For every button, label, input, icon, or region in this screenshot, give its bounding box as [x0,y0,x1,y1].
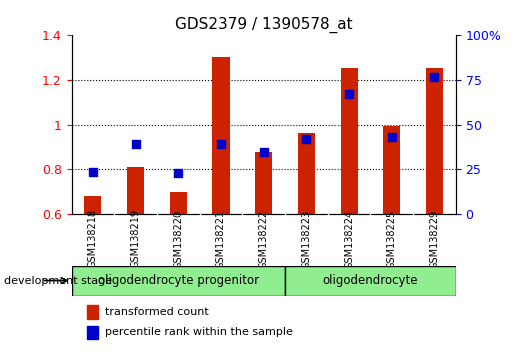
Text: GSM138224: GSM138224 [344,209,354,269]
Text: GSM138221: GSM138221 [216,209,226,269]
Point [345,91,354,96]
Bar [340,68,358,214]
Bar [72,266,285,296]
Bar [87,305,98,319]
Bar [426,68,443,214]
Text: development stage: development stage [4,276,112,286]
Text: oligodendrocyte progenitor: oligodendrocyte progenitor [98,274,259,287]
Bar [87,326,98,339]
Point [302,137,311,142]
Bar [285,266,456,296]
Bar [170,192,187,214]
Text: GSM138220: GSM138220 [173,209,183,269]
Point [430,74,439,80]
Text: transformed count: transformed count [105,307,209,317]
Point [89,169,97,175]
Point [217,141,225,147]
Text: GSM138225: GSM138225 [387,209,397,269]
Text: GSM138219: GSM138219 [130,210,140,268]
Bar [383,126,400,214]
Bar [84,196,101,214]
Bar [213,57,229,214]
Text: GSM138229: GSM138229 [429,209,439,269]
Bar [127,167,144,214]
Point [387,134,396,140]
Text: percentile rank within the sample: percentile rank within the sample [105,327,293,337]
Point [174,170,182,176]
Point [131,141,140,147]
Point [260,149,268,154]
Text: GSM138222: GSM138222 [259,209,269,269]
Text: GSM138218: GSM138218 [88,210,98,268]
Bar [298,133,315,214]
Text: GSM138223: GSM138223 [302,209,311,269]
Title: GDS2379 / 1390578_at: GDS2379 / 1390578_at [175,16,352,33]
Bar [255,152,272,214]
Text: oligodendrocyte: oligodendrocyte [323,274,418,287]
